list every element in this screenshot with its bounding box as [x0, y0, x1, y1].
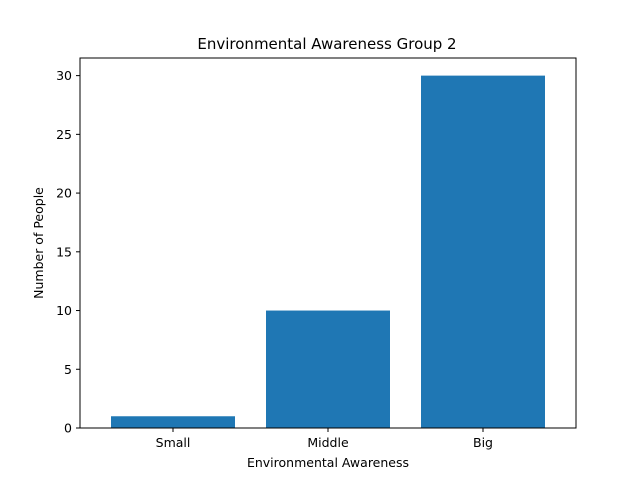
- y-tick-label: 0: [64, 421, 72, 436]
- chart-title: Environmental Awareness Group 2: [197, 35, 456, 53]
- bar-small: [111, 416, 235, 428]
- bar-big: [421, 75, 545, 428]
- x-tick-label: Big: [473, 435, 493, 450]
- y-tick-label: 20: [56, 186, 72, 201]
- x-axis-ticks: Small Middle Big: [156, 428, 493, 450]
- y-tick-label: 5: [64, 362, 72, 377]
- x-tick-label: Small: [156, 435, 191, 450]
- x-tick-label: Middle: [307, 435, 349, 450]
- y-tick-label: 30: [56, 68, 72, 83]
- y-tick-label: 15: [56, 244, 72, 259]
- y-axis-label: Number of People: [31, 187, 46, 299]
- y-tick-label: 10: [56, 303, 72, 318]
- y-tick-label: 25: [56, 127, 72, 142]
- bars-group: [111, 75, 545, 428]
- x-axis-label: Environmental Awareness: [247, 455, 409, 470]
- y-axis-ticks: 0 5 10 15 20 25 30: [56, 68, 80, 436]
- bar-middle: [266, 310, 390, 428]
- plot-frame: [79, 57, 577, 429]
